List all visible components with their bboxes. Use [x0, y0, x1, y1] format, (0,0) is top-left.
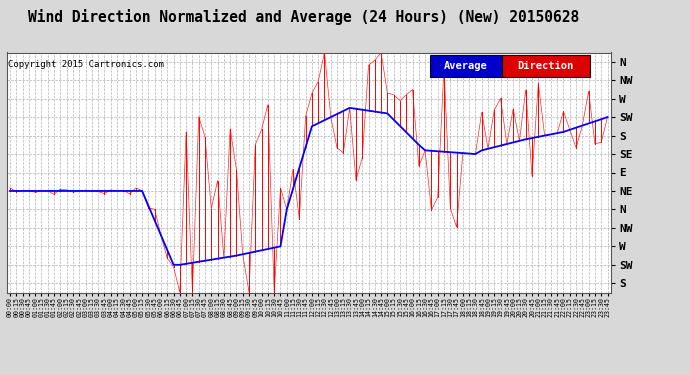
FancyBboxPatch shape	[502, 55, 589, 76]
Text: Copyright 2015 Cartronics.com: Copyright 2015 Cartronics.com	[8, 60, 164, 69]
FancyBboxPatch shape	[429, 55, 502, 76]
Text: Wind Direction Normalized and Average (24 Hours) (New) 20150628: Wind Direction Normalized and Average (2…	[28, 9, 579, 26]
Text: Direction: Direction	[518, 61, 574, 71]
Text: Average: Average	[444, 61, 488, 71]
